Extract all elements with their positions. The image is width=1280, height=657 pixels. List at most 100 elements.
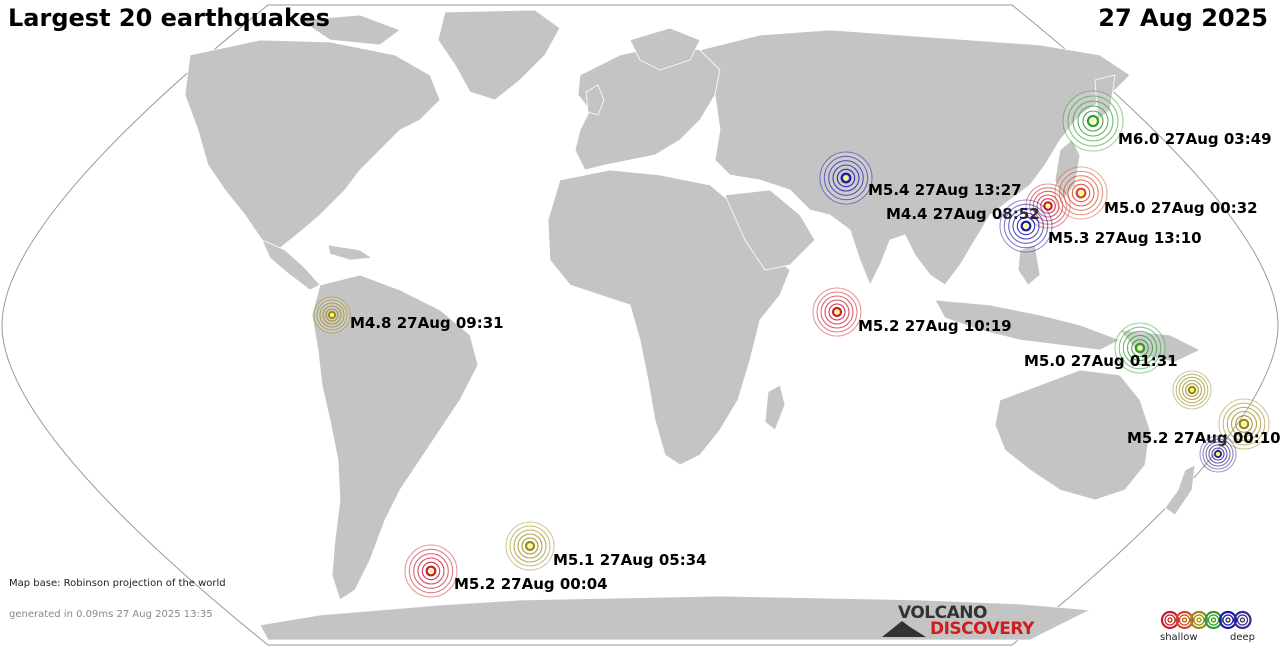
earthquake-marker[interactable]	[404, 544, 458, 598]
earthquake-marker[interactable]	[999, 199, 1053, 253]
land-indonesia	[934, 299, 1121, 351]
earthquake-label[interactable]: M5.2 27Aug 10:19	[858, 317, 1012, 335]
marker-ring	[509, 525, 551, 567]
volcano-icon	[882, 621, 926, 637]
marker-ring	[1067, 95, 1119, 147]
earthquake-marker[interactable]	[1062, 90, 1124, 152]
earthquake-label[interactable]: M5.2 27Aug 00:04	[454, 575, 608, 593]
earthquake-marker[interactable]	[1218, 398, 1270, 450]
marker-ring	[1071, 183, 1091, 203]
earthquake-marker[interactable]	[1172, 370, 1212, 410]
legend-deep-label: deep	[1230, 632, 1255, 643]
marker-ring	[1211, 447, 1225, 461]
marker-ring	[425, 565, 437, 577]
marker-ring	[521, 537, 539, 555]
marker-ring	[1131, 339, 1149, 357]
legend-ring	[1233, 610, 1252, 630]
marker-center	[1242, 422, 1246, 426]
land-masses	[184, 9, 1201, 641]
marker-ring	[417, 557, 445, 585]
earthquake-marker[interactable]	[812, 287, 862, 337]
map-date: 27 Aug 2025	[1098, 4, 1268, 32]
legend-ring	[1167, 617, 1173, 623]
marker-ring	[1178, 376, 1206, 404]
marker-ring	[840, 172, 852, 184]
legend-ring	[1204, 610, 1223, 630]
marker-ring	[421, 561, 441, 581]
marker-ring	[1067, 179, 1095, 207]
land-arctic-islands	[298, 14, 401, 46]
marker-center	[1091, 119, 1095, 123]
marker-ring	[1118, 326, 1162, 370]
marker-ring	[1122, 330, 1158, 366]
marker-ring	[316, 299, 348, 331]
depth-legend: shallow deep	[1158, 608, 1268, 648]
marker-ring	[836, 168, 856, 188]
earthquake-marker[interactable]	[819, 151, 873, 205]
map-base-note: Map base: Robinson projection of the wor…	[9, 578, 226, 589]
marker-ring	[1208, 444, 1228, 464]
logo-text-volcano: VOLCANO	[898, 603, 987, 623]
earthquake-label[interactable]: M5.4 27Aug 13:27	[868, 181, 1022, 199]
earthquake-label[interactable]: M5.3 27Aug 13:10	[1048, 229, 1202, 247]
earthquake-label[interactable]: M4.4 27Aug 08:52	[886, 205, 1040, 223]
marker-ring	[1012, 212, 1040, 240]
marker-ring	[1077, 105, 1109, 137]
land-scandinavia	[629, 27, 701, 71]
earthquake-marker[interactable]	[1199, 435, 1237, 473]
land-new-zealand	[1164, 464, 1196, 516]
earthquake-label[interactable]: M5.1 27Aug 05:34	[553, 551, 707, 569]
logo-text-discovery: DISCOVERY	[930, 619, 1034, 639]
legend-ring	[1164, 614, 1176, 626]
marker-center	[1046, 204, 1050, 208]
marker-center	[835, 310, 839, 314]
land-central-america	[261, 239, 321, 291]
marker-ring	[824, 299, 850, 325]
land-philippines	[1017, 244, 1041, 286]
marker-center	[1024, 224, 1028, 228]
land-arabia	[724, 189, 816, 271]
generated-note: generated in 0.09ms 27 Aug 2025 13:35	[9, 609, 213, 620]
legend-ring	[1236, 614, 1249, 626]
marker-ring	[1238, 418, 1250, 430]
marker-center	[1138, 346, 1142, 350]
marker-ring	[1181, 379, 1203, 401]
marker-ring	[1126, 334, 1154, 362]
marker-center	[330, 313, 334, 317]
volcanodiscovery-logo[interactable]: VOLCANO DISCOVERY	[880, 603, 1040, 643]
marker-center	[429, 569, 433, 573]
marker-center	[1190, 388, 1194, 392]
land-britain	[585, 84, 605, 116]
marker-ring	[1226, 406, 1262, 442]
marker-ring	[832, 164, 860, 192]
land-north-america	[184, 39, 441, 249]
marker-ring	[1043, 201, 1053, 211]
marker-ring	[1075, 187, 1087, 199]
marker-ring	[1213, 449, 1223, 459]
earthquake-marker[interactable]	[1114, 322, 1166, 374]
marker-ring	[1072, 100, 1114, 142]
earthquake-marker[interactable]	[313, 296, 351, 334]
marker-ring	[831, 306, 843, 318]
earthquake-marker[interactable]	[1054, 166, 1108, 220]
land-australia	[994, 369, 1151, 501]
page-title: Largest 20 earthquakes	[8, 4, 330, 32]
legend-ring	[1175, 610, 1194, 630]
earthquake-label[interactable]: M5.2 27Aug 00:10	[1127, 429, 1280, 447]
earthquake-label[interactable]: M4.8 27Aug 09:31	[350, 314, 504, 332]
land-south-america	[311, 274, 479, 601]
earthquake-label[interactable]: M6.0 27Aug 03:49	[1118, 130, 1272, 148]
earthquake-marker[interactable]	[505, 521, 555, 571]
marker-ring	[319, 302, 345, 328]
earthquake-label[interactable]: M5.0 27Aug 01:31	[1024, 352, 1178, 370]
legend-ring	[1193, 614, 1205, 626]
earthquake-label[interactable]: M5.0 27Aug 00:32	[1104, 199, 1258, 217]
legend-ring	[1210, 617, 1217, 623]
marker-ring	[1063, 175, 1099, 211]
marker-ring	[1020, 220, 1032, 232]
legend-ring	[1225, 617, 1231, 623]
marker-ring	[1187, 385, 1197, 395]
marker-ring	[816, 291, 858, 333]
marker-ring	[1003, 203, 1049, 249]
